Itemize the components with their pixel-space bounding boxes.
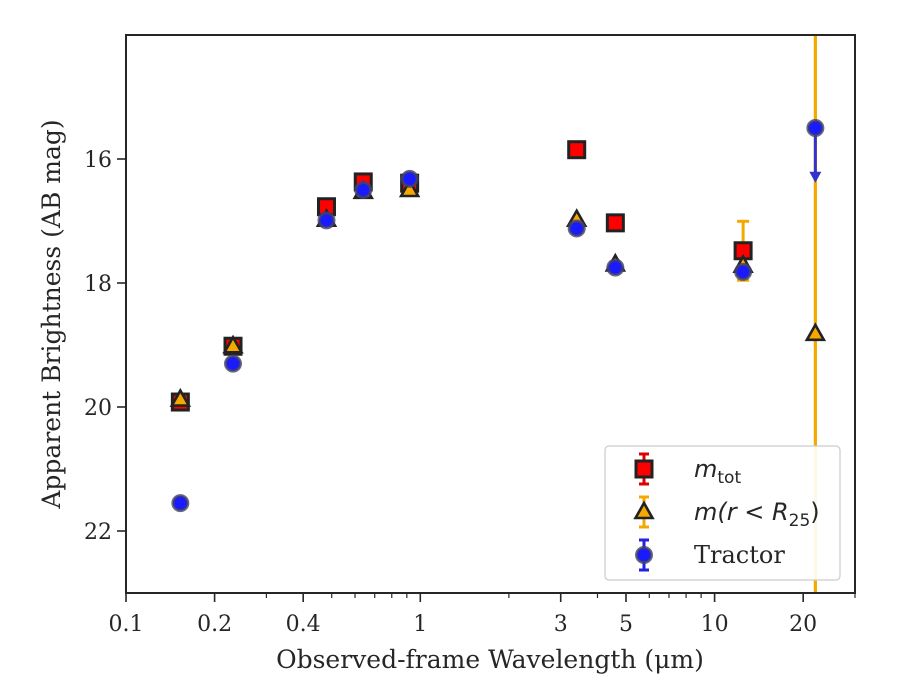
- y-tick-label: 20: [84, 396, 112, 421]
- mr25-point: [169, 387, 192, 407]
- legend-label-mtot: mtot: [694, 455, 741, 488]
- y-tick-label: 18: [84, 272, 112, 297]
- x-tick-label: 1: [413, 612, 427, 637]
- tractor-point: [171, 494, 190, 513]
- legend-box: [604, 445, 841, 581]
- tractor-point: [606, 258, 625, 277]
- y-tick-label: 16: [84, 148, 112, 173]
- x-tick-label: 5: [619, 612, 633, 637]
- mr25-point: [398, 178, 421, 198]
- x-axis-label: Observed-frame Wavelength (μm): [276, 645, 704, 674]
- x-axis: 0.1 0.2 0.4 1 3 5 10 20: [109, 593, 856, 637]
- y-tick-label: 22: [84, 520, 112, 545]
- tractor-upper-limit-arrow: [809, 171, 822, 183]
- tractor-point: [400, 169, 419, 188]
- plot-frame: [125, 34, 856, 594]
- legend-label-tail: ): [810, 498, 819, 526]
- legend-label-mr25: m(r < R25): [694, 498, 820, 531]
- mtot-point: [605, 213, 625, 233]
- mtot-point: [567, 140, 587, 160]
- legend-marker-mtot: [634, 459, 654, 479]
- tractor-point: [224, 354, 243, 373]
- y-axis: 16 18 20 22: [84, 148, 126, 545]
- x-tick-label: 10: [701, 612, 729, 637]
- legend-label-tractor: Tractor: [694, 541, 785, 569]
- legend-label-subscript: tot: [717, 468, 741, 488]
- legend-marker-mr25: [633, 500, 655, 520]
- legend-marker-tractor: [635, 546, 653, 564]
- mr25-point: [222, 334, 244, 354]
- x-tick-label: 0.1: [109, 612, 144, 637]
- legend-label-main: m: [694, 455, 717, 483]
- x-tick-label: 20: [789, 612, 817, 637]
- legend-label-subscript: 25: [789, 511, 811, 531]
- legend: mtot m(r < R25) Tractor: [604, 445, 841, 581]
- legend-label-main: m(r < R: [694, 498, 789, 526]
- tractor-point: [354, 181, 373, 199]
- tractor-point: [317, 211, 336, 230]
- x-tick-label: 3: [554, 612, 568, 637]
- x-tick-label: 0.2: [197, 612, 232, 637]
- series-tractor: [171, 119, 825, 513]
- tractor-point: [567, 219, 586, 238]
- mr25-point: [804, 322, 827, 342]
- x-tick-label: 0.4: [286, 612, 321, 637]
- tractor-point: [806, 119, 825, 137]
- tractor-point: [734, 262, 753, 281]
- y-axis-label: Apparent Brightness (AB mag): [37, 119, 66, 509]
